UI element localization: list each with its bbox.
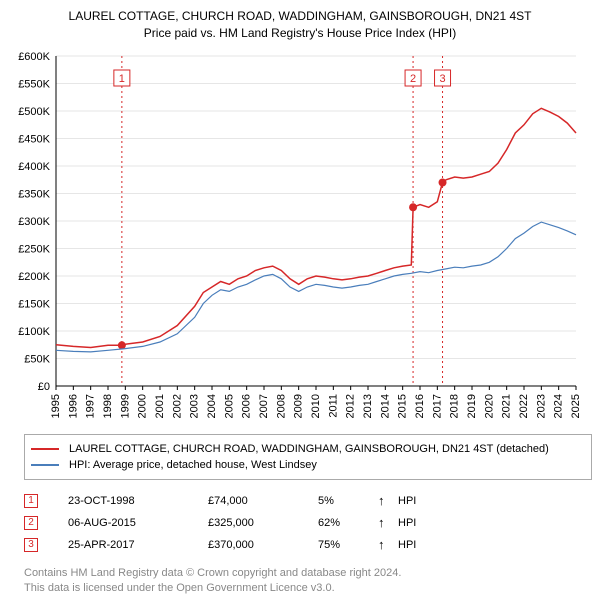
sale-price: £325,000 xyxy=(208,517,318,529)
svg-text:£550K: £550K xyxy=(18,78,50,90)
svg-text:£0: £0 xyxy=(38,381,50,393)
svg-text:2018: 2018 xyxy=(449,394,461,418)
svg-text:1: 1 xyxy=(119,73,125,85)
svg-text:2010: 2010 xyxy=(310,394,322,418)
sales-row: 3 25-APR-2017 £370,000 75% ↑ HPI xyxy=(24,534,592,556)
svg-text:2014: 2014 xyxy=(379,394,391,418)
svg-text:2013: 2013 xyxy=(362,394,374,418)
svg-text:£150K: £150K xyxy=(18,298,50,310)
svg-text:1996: 1996 xyxy=(67,394,79,418)
svg-text:2023: 2023 xyxy=(535,394,547,418)
sales-row: 2 06-AUG-2015 £325,000 62% ↑ HPI xyxy=(24,512,592,534)
sale-date: 25-APR-2017 xyxy=(68,539,208,551)
chart-container: £0 £50K £100K £150K £200K £250K £300K £350K £400… xyxy=(8,46,592,426)
svg-text:£300K: £300K xyxy=(18,216,50,228)
footer-line-1: Contains HM Land Registry data © Crown c… xyxy=(24,566,592,581)
svg-text:1995: 1995 xyxy=(50,394,62,418)
marker-box: 1 xyxy=(24,494,38,508)
arrow-up-icon: ↑ xyxy=(378,537,398,552)
sale-suffix: HPI xyxy=(398,539,416,551)
svg-text:2002: 2002 xyxy=(171,394,183,418)
marker-box: 2 xyxy=(24,516,38,530)
sale-price: £74,000 xyxy=(208,495,318,507)
svg-text:£400K: £400K xyxy=(18,161,50,173)
svg-text:3: 3 xyxy=(439,73,445,85)
sale-suffix: HPI xyxy=(398,495,416,507)
legend-row-property: LAUREL COTTAGE, CHURCH ROAD, WADDINGHAM,… xyxy=(31,441,585,457)
arrow-up-icon: ↑ xyxy=(378,493,398,508)
title-line-2: Price paid vs. HM Land Registry's House … xyxy=(8,25,592,42)
footer: Contains HM Land Registry data © Crown c… xyxy=(24,566,592,597)
chart-title-block: LAUREL COTTAGE, CHURCH ROAD, WADDINGHAM,… xyxy=(8,8,592,42)
chart-svg: £0 £50K £100K £150K £200K £250K £300K £350K £400… xyxy=(8,46,592,426)
svg-text:1998: 1998 xyxy=(102,394,114,418)
svg-text:£450K: £450K xyxy=(18,133,50,145)
sale-pct: 75% xyxy=(318,539,378,551)
svg-text:£250K: £250K xyxy=(18,243,50,255)
svg-text:£600K: £600K xyxy=(18,51,50,63)
svg-text:2006: 2006 xyxy=(241,394,253,418)
svg-text:1997: 1997 xyxy=(85,394,97,418)
arrow-up-icon: ↑ xyxy=(378,515,398,530)
svg-text:2001: 2001 xyxy=(154,394,166,418)
legend-swatch-hpi xyxy=(31,464,59,466)
svg-text:2009: 2009 xyxy=(293,394,305,418)
legend-row-hpi: HPI: Average price, detached house, West… xyxy=(31,457,585,473)
svg-text:£200K: £200K xyxy=(18,271,50,283)
svg-text:2016: 2016 xyxy=(414,394,426,418)
sale-date: 06-AUG-2015 xyxy=(68,517,208,529)
svg-text:£500K: £500K xyxy=(18,106,50,118)
sale-pct: 5% xyxy=(318,495,378,507)
legend-box: LAUREL COTTAGE, CHURCH ROAD, WADDINGHAM,… xyxy=(24,434,592,480)
svg-text:2004: 2004 xyxy=(206,394,218,418)
sale-price: £370,000 xyxy=(208,539,318,551)
marker-box: 3 xyxy=(24,538,38,552)
svg-text:2024: 2024 xyxy=(553,394,565,418)
svg-text:2012: 2012 xyxy=(345,394,357,418)
svg-text:2011: 2011 xyxy=(327,394,339,418)
svg-text:1999: 1999 xyxy=(119,394,131,418)
sale-suffix: HPI xyxy=(398,517,416,529)
svg-text:£100K: £100K xyxy=(18,326,50,338)
svg-text:2025: 2025 xyxy=(570,394,582,418)
svg-text:2019: 2019 xyxy=(466,394,478,418)
svg-text:2021: 2021 xyxy=(501,394,513,418)
svg-text:2000: 2000 xyxy=(137,394,149,418)
svg-text:2022: 2022 xyxy=(518,394,530,418)
svg-text:2003: 2003 xyxy=(189,394,201,418)
svg-text:2007: 2007 xyxy=(258,394,270,418)
legend-label-property: LAUREL COTTAGE, CHURCH ROAD, WADDINGHAM,… xyxy=(69,443,549,455)
sale-pct: 62% xyxy=(318,517,378,529)
svg-text:£350K: £350K xyxy=(18,188,50,200)
svg-text:2015: 2015 xyxy=(397,394,409,418)
svg-text:2020: 2020 xyxy=(483,394,495,418)
sales-row: 1 23-OCT-1998 £74,000 5% ↑ HPI xyxy=(24,490,592,512)
svg-text:2017: 2017 xyxy=(431,394,443,418)
legend-swatch-property xyxy=(31,448,59,450)
svg-text:2: 2 xyxy=(410,73,416,85)
sale-date: 23-OCT-1998 xyxy=(68,495,208,507)
legend-label-hpi: HPI: Average price, detached house, West… xyxy=(69,459,317,471)
svg-text:£50K: £50K xyxy=(24,353,50,365)
title-line-1: LAUREL COTTAGE, CHURCH ROAD, WADDINGHAM,… xyxy=(8,8,592,25)
svg-text:2008: 2008 xyxy=(275,394,287,418)
footer-line-2: This data is licensed under the Open Gov… xyxy=(24,581,592,596)
sales-table: 1 23-OCT-1998 £74,000 5% ↑ HPI 2 06-AUG-… xyxy=(24,490,592,556)
svg-text:2005: 2005 xyxy=(223,394,235,418)
